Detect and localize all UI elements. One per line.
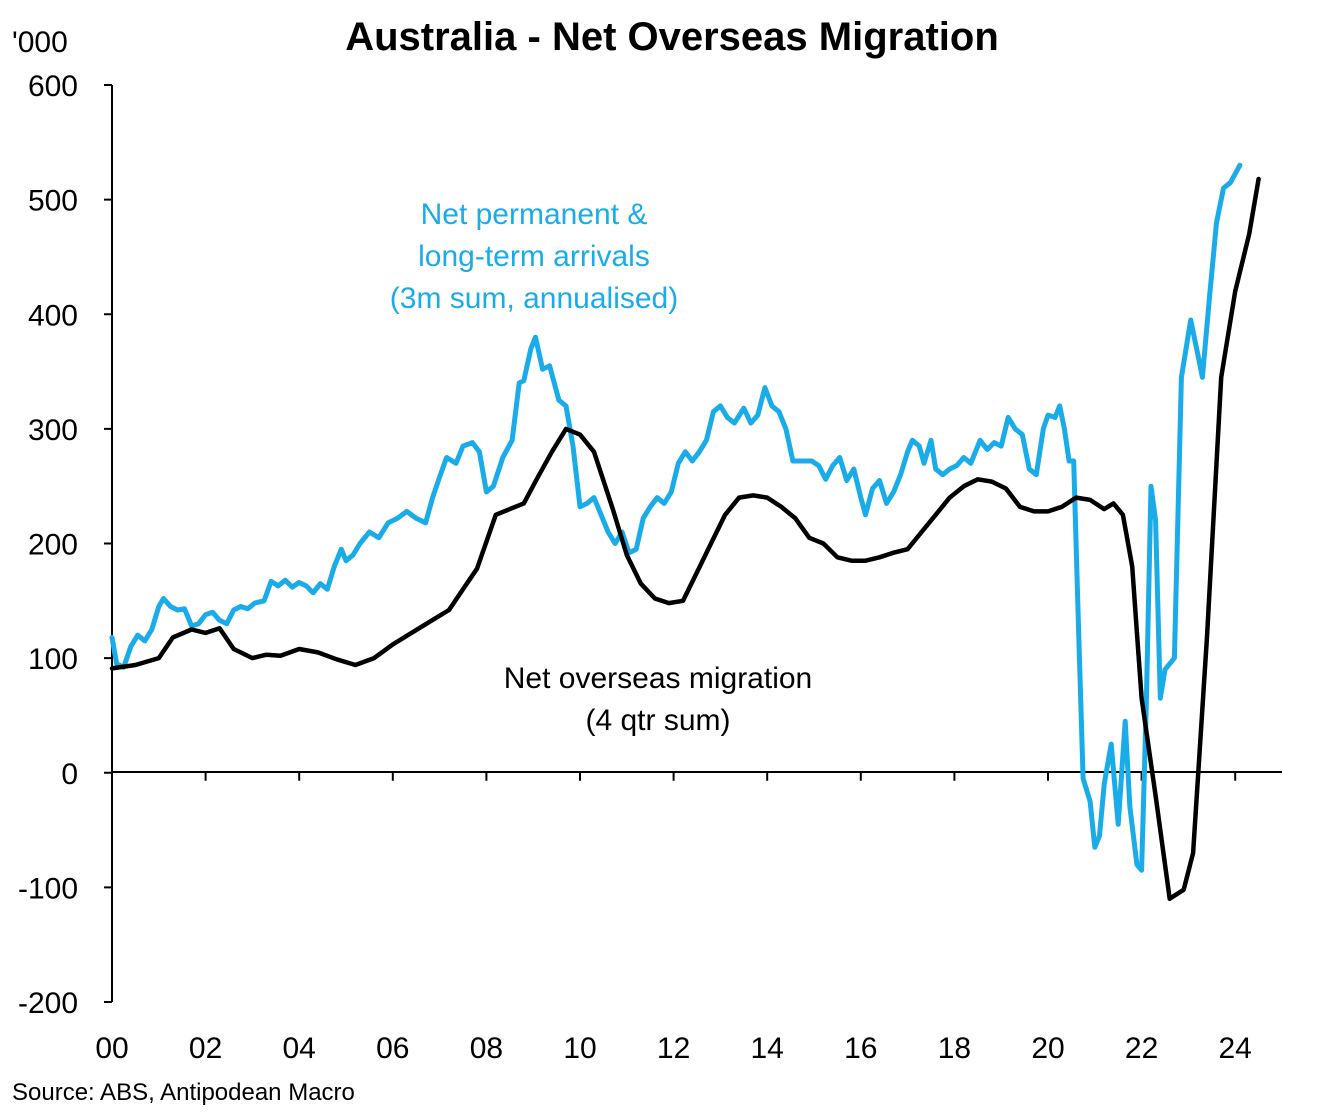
- x-tick-label: 04: [283, 1032, 316, 1065]
- series-layer: [109, 162, 1261, 902]
- series-annotation-net_arrivals: (3m sum, annualised): [390, 282, 678, 315]
- series-line-net_arrivals: [109, 162, 1243, 873]
- x-tick-label: 18: [938, 1032, 971, 1065]
- source-note: Source: ABS, Antipodean Macro: [12, 1079, 355, 1106]
- y-tick-label: 600: [28, 70, 78, 103]
- y-unit-label: '000: [12, 26, 68, 59]
- y-tick-label: 300: [28, 414, 78, 447]
- y-tick-label: 400: [28, 299, 78, 332]
- x-tick-label: 08: [470, 1032, 503, 1065]
- plot-area: -200 -100 0 100 200 300 400 500 600 00 02 04 06 08 10…: [18, 70, 1282, 1065]
- y-tick-label: 100: [28, 643, 78, 676]
- x-tick-label: 24: [1219, 1032, 1252, 1065]
- x-tick-label: 00: [95, 1032, 128, 1065]
- y-tick-label: -100: [18, 872, 78, 905]
- x-tick-label: 16: [844, 1032, 877, 1065]
- series-annotation-net_arrivals: long-term arrivals: [418, 240, 650, 273]
- series-line-nom: [109, 176, 1261, 902]
- x-tick-label: 20: [1031, 1032, 1064, 1065]
- y-tick-label: 0: [61, 758, 78, 791]
- series-annotation-net_arrivals: Net permanent &: [421, 198, 648, 231]
- y-tick-label: 500: [28, 185, 78, 218]
- x-tick-label: 02: [189, 1032, 222, 1065]
- chart-title: Australia - Net Overseas Migration: [345, 15, 999, 59]
- x-tick-label: 14: [751, 1032, 784, 1065]
- series-annotation-nom: (4 qtr sum): [585, 704, 730, 737]
- x-tick-label: 10: [563, 1032, 596, 1065]
- annotation-layer: Net permanent & long-term arrivals (3m sum…: [390, 198, 812, 737]
- y-ticks: -200 -100 0 100 200 300 400 500 600: [18, 70, 112, 1020]
- x-tick-label: 12: [657, 1032, 690, 1065]
- x-tick-label: 22: [1125, 1032, 1158, 1065]
- series-annotation-nom: Net overseas migration: [504, 662, 812, 695]
- x-ticks: 00 02 04 06 08 10 12 14 16 18 20 22 24: [95, 772, 1252, 1065]
- y-tick-label: 200: [28, 529, 78, 562]
- x-tick-label: 06: [376, 1032, 409, 1065]
- y-tick-label: -200: [18, 987, 78, 1020]
